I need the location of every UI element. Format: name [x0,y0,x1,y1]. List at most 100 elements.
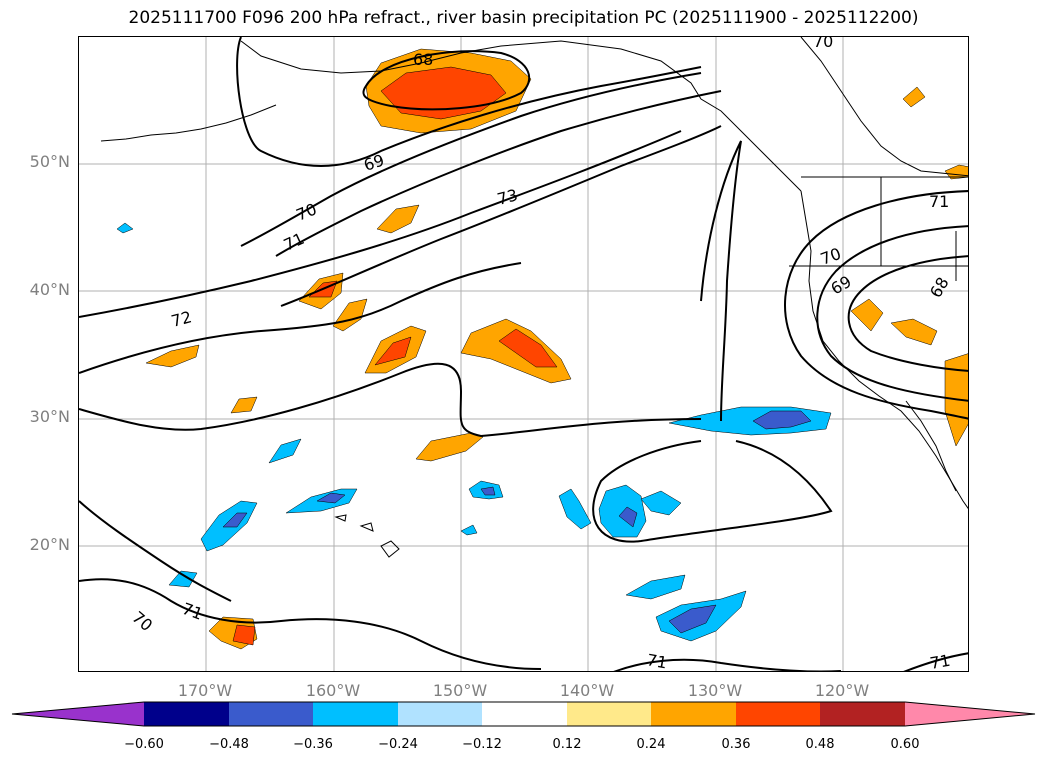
map-canvas: 68 69 70 71 72 73 70 71 70 69 68 71 70 7… [79,37,968,672]
precip-neg-area-5 [558,488,592,530]
contour-68 [362,50,531,111]
precip-neg-area-10 [268,438,302,464]
precip-area-8 [415,432,484,462]
colorbar-segment-gt-060 [905,702,1035,726]
precip-area-3 [332,298,368,332]
precip-neg-core-1 [752,410,812,430]
contour-70-ring-1 [784,190,968,420]
lon-label-120w: 120°W [814,681,870,700]
contour-71-far-east [903,652,968,671]
coastline-alaska [240,40,802,192]
colorbar [11,701,1036,727]
contour-label-73: 73 [495,185,520,209]
precip-neg-area-13 [460,524,478,536]
contour-71-southeast [613,658,841,671]
precip-area-10 [850,298,884,332]
precip-neg-area-11 [168,570,198,588]
lat-label-30n: 30°N [29,407,70,426]
precip-neg-area-6 [640,490,682,516]
contour-72 [79,130,682,318]
contour-70 [240,72,702,247]
precip-core-9 [232,624,256,646]
contour-70-loop [700,140,742,422]
precip-neg-area-4 [598,484,647,538]
precip-area-11 [890,318,938,346]
coastline-aleutians [100,104,277,142]
precip-neg-area-3 [625,574,686,600]
lon-label-170w: 170°W [177,681,233,700]
contour-69 [236,37,702,167]
contour-72-south [79,262,522,374]
colorbar-segment-048-060 [820,702,905,726]
coastline-baja [905,400,957,492]
contour-label-71-south: 71 [180,599,206,624]
precip-neg-core-4 [618,506,638,528]
map-panel: 68 69 70 71 72 73 70 71 70 69 68 71 70 7… [78,36,969,672]
colorbar-tick-012: 0.12 [552,737,582,752]
contour-label-68: 68 [413,50,433,69]
coastlines [100,37,968,558]
positive-precip-areas [145,48,968,650]
precip-neg-core-2 [668,604,717,634]
colorbar-segment-024-036 [651,702,736,726]
precip-neg-core-8 [222,512,248,528]
contour-label-68-east: 68 [926,274,953,301]
contour-71-south [79,362,702,438]
lon-label-140w: 140°W [559,681,615,700]
precip-neg-core-9 [480,486,496,496]
lat-label-50n: 50°N [29,152,70,171]
contour-71-east [592,440,833,543]
contour-69-ring [847,255,968,372]
precip-area-7 [230,396,258,414]
precip-core-5 [498,328,558,368]
coastline-canada [800,37,968,177]
lon-label-130w: 130°W [687,681,743,700]
colorbar-tick-neg012: −0.12 [462,737,502,752]
colorbar-segment-neg012-012 [482,702,567,726]
contour-label-71-bottom-right: 71 [928,651,951,672]
colorbar-outline [11,701,1036,727]
contour-73 [280,125,722,307]
colorbar-segment-neg024-neg012 [398,702,482,726]
colorbar-segment-012-024 [567,702,651,726]
coastline-north-america [800,190,968,510]
map-title: 2025111700 F096 200 hPa refract., river … [128,8,919,28]
colorbar-segment-neg036-neg024 [313,702,398,726]
contour-70-south-west [79,500,232,602]
negative-precip-areas [116,222,832,642]
coastline-hawaii [334,514,400,558]
contour-label-70-east: 70 [818,244,844,269]
colorbar-segment-036-048 [736,702,820,726]
colorbar-tick-neg036: −0.36 [293,737,333,752]
colorbar-tick-neg060: −0.60 [124,737,164,752]
precip-neg-core-7 [316,492,346,504]
contour-71 [275,90,722,257]
precip-area-1 [376,204,420,234]
contour-label-71-bottom: 71 [645,650,668,672]
colorbar-tick-060: 0.60 [890,737,920,752]
colorbar-tick-024: 0.24 [636,737,666,752]
colorbar-tick-neg048: −0.48 [209,737,249,752]
lon-label-150w: 150°W [432,681,488,700]
contours [79,37,968,671]
contour-71-south-west [79,578,542,670]
colorbar-segment-lt-neg060 [12,702,144,726]
colorbar-segment-neg048-neg036 [229,702,313,726]
colorbar-tick-048: 0.48 [805,737,835,752]
precip-core-4 [374,336,412,366]
colorbar-segment-neg060-neg048 [144,702,229,726]
precip-area-13 [902,86,926,108]
colorbar-tick-036: 0.36 [721,737,751,752]
contour-label-70: 70 [293,199,319,224]
contour-label-71-ne: 71 [929,192,949,211]
contour-label-70-south: 70 [128,608,156,636]
contour-label-70-top: 70 [813,37,833,51]
colorbar-tick-neg024: −0.24 [378,737,418,752]
lat-label-20n: 20°N [29,535,70,554]
contour-label-72: 72 [169,307,194,331]
precip-area-6 [145,344,200,368]
lat-label-40n: 40°N [29,280,70,299]
gridlines [79,37,968,671]
precip-neg-area-12 [116,222,134,234]
lon-label-160w: 160°W [305,681,361,700]
